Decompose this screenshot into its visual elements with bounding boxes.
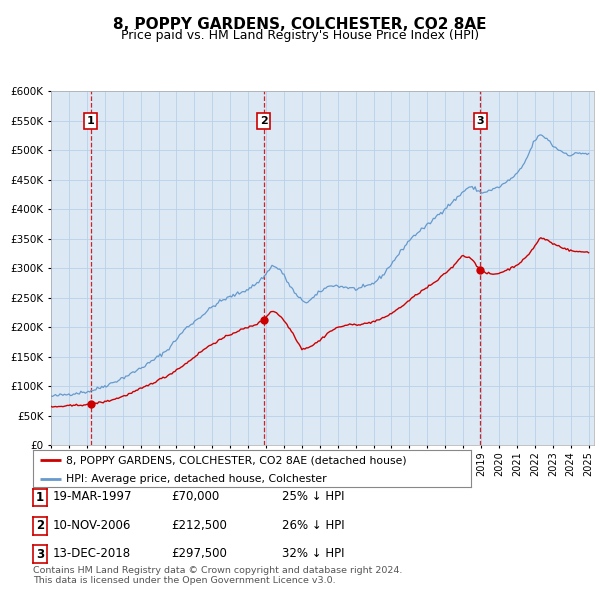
Text: This data is licensed under the Open Government Licence v3.0.: This data is licensed under the Open Gov… (33, 576, 335, 585)
Text: £70,000: £70,000 (171, 490, 219, 503)
Text: 19-MAR-1997: 19-MAR-1997 (53, 490, 133, 503)
Text: 2: 2 (260, 116, 268, 126)
Text: 1: 1 (36, 491, 44, 504)
Text: 2: 2 (36, 519, 44, 532)
Text: HPI: Average price, detached house, Colchester: HPI: Average price, detached house, Colc… (66, 474, 326, 484)
Text: 3: 3 (36, 548, 44, 560)
Text: £212,500: £212,500 (171, 519, 227, 532)
Text: Contains HM Land Registry data © Crown copyright and database right 2024.: Contains HM Land Registry data © Crown c… (33, 566, 403, 575)
Text: 8, POPPY GARDENS, COLCHESTER, CO2 8AE: 8, POPPY GARDENS, COLCHESTER, CO2 8AE (113, 17, 487, 31)
Text: 8, POPPY GARDENS, COLCHESTER, CO2 8AE (detached house): 8, POPPY GARDENS, COLCHESTER, CO2 8AE (d… (66, 455, 406, 466)
Text: 1: 1 (87, 116, 94, 126)
Text: 26% ↓ HPI: 26% ↓ HPI (282, 519, 344, 532)
Text: £297,500: £297,500 (171, 547, 227, 560)
Text: 3: 3 (476, 116, 484, 126)
Text: 10-NOV-2006: 10-NOV-2006 (53, 519, 131, 532)
Text: Price paid vs. HM Land Registry's House Price Index (HPI): Price paid vs. HM Land Registry's House … (121, 30, 479, 42)
Text: 25% ↓ HPI: 25% ↓ HPI (282, 490, 344, 503)
Text: 32% ↓ HPI: 32% ↓ HPI (282, 547, 344, 560)
Text: 13-DEC-2018: 13-DEC-2018 (53, 547, 131, 560)
